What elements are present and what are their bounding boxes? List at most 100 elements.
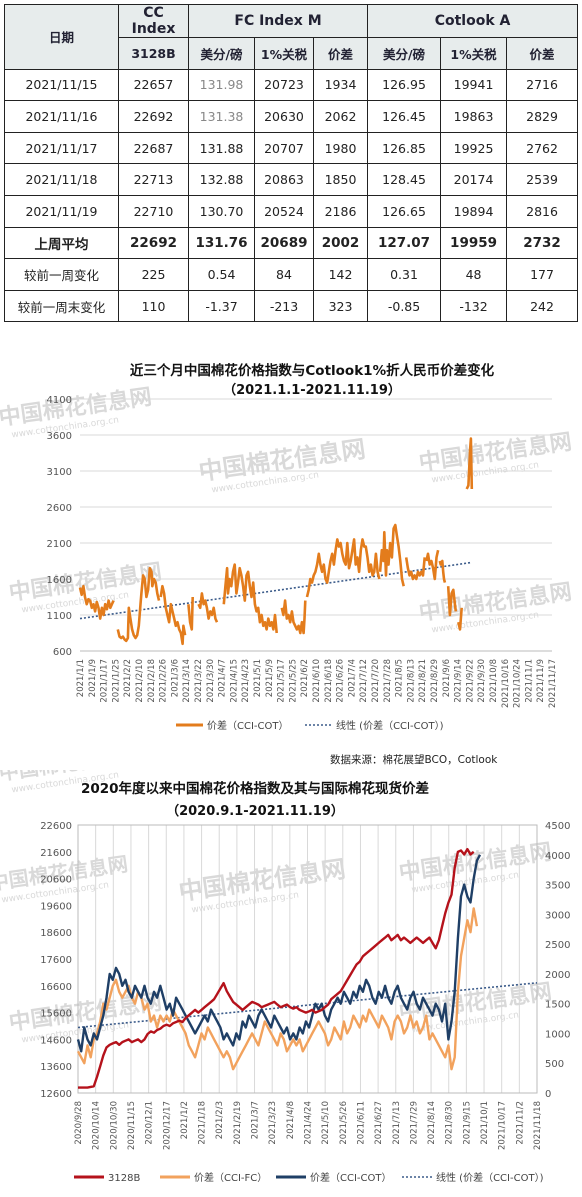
series-line-segment: [378, 523, 405, 587]
x-tick-label: 2021/6/26: [336, 659, 346, 703]
y-tick-label-right: 2000: [545, 970, 570, 981]
cell-date: 2021/11/17: [4, 131, 119, 165]
y-tick-label: 1600: [47, 575, 72, 586]
series-line-segment: [78, 584, 115, 620]
chart-1-x-axis: 2021/1/1 2021/1/9 2021/1/17 2021/1/25 2021/2…: [76, 659, 558, 708]
series-line-segment: [438, 559, 447, 583]
series-line-segment: [187, 596, 194, 631]
cell-fc-diff: 2002: [312, 226, 369, 260]
cell-cot-diff: 177: [506, 258, 579, 291]
chart-1-container: 中国棉花信息网 www.cottonchina.org.cn 中国棉花信息网 www.…: [0, 330, 582, 742]
cell-fc-tax: 20630: [254, 100, 314, 133]
x-tick-label: 2021/11/17: [548, 659, 558, 708]
x-tick-label: 2020/10/30: [109, 1101, 119, 1150]
x-tick-label: 2021/2/26: [159, 659, 169, 703]
cell-fc-usd: 130.70: [188, 194, 255, 228]
table-row-weekly-change: 较前一周变化 225 0.54 84 142 0.31 48 177: [4, 258, 579, 291]
x-tick-label: 2021/2/10: [135, 659, 145, 703]
subheader-fc-diff: 价差: [312, 37, 369, 70]
chart-2-x-axis: 2020/9/28 2020/10/14 2020/10/30 2020/11/15 2…: [74, 1101, 543, 1150]
x-tick-label: 2021/10/24: [513, 659, 523, 708]
cell-cot-tax: 19925: [440, 131, 508, 165]
y-tick-label-left: 22600: [40, 821, 72, 832]
x-tick-label: 2021/8/13: [406, 659, 416, 703]
cell-cot-usd: 126.65: [367, 194, 442, 228]
x-tick-label: 2020/11/15: [127, 1101, 137, 1150]
x-tick-label: 2021/10/17: [498, 1101, 508, 1150]
x-tick-label: 2021/7/12: [359, 659, 369, 703]
subheader-cot-diff: 价差: [506, 37, 579, 70]
cell-cot-usd: 126.45: [367, 100, 442, 133]
series-line-segment: [446, 586, 458, 617]
y-tick-label-right: 0: [545, 1089, 551, 1100]
cell-fc-usd: 131.98: [188, 68, 255, 102]
x-tick-label: 2021/6/2: [300, 659, 310, 697]
x-tick-label: 2021/4/8: [286, 1101, 296, 1139]
x-tick-label: 2021/5/1: [253, 659, 263, 697]
table-subheader-row: 3128B 美分/磅 1%关税 价差 美分/磅 1%关税 价差: [5, 37, 579, 70]
cell-fc-usd: -1.37: [188, 289, 255, 323]
header-cc-index: CC Index: [118, 4, 189, 38]
cell-label: 较前一周末变化: [4, 289, 119, 323]
cell-fc-usd: 131.38: [188, 100, 255, 133]
x-tick-label: 2021/8/14: [427, 1101, 437, 1145]
chart-1-subtitle: （2021.1.1-2021.11.19）: [223, 382, 401, 398]
y-tick-label: 3100: [47, 467, 72, 478]
x-tick-label: 2021/3/30: [206, 659, 216, 703]
y-tick-label-left: 18600: [40, 928, 72, 939]
cell-fc-diff: 323: [312, 289, 369, 323]
cell-cot-diff: 2762: [506, 131, 579, 165]
x-tick-label: 2020/9/28: [74, 1101, 84, 1145]
x-tick-label: 2021/7/4: [347, 659, 357, 697]
x-tick-label: 2021/6/10: [312, 659, 322, 703]
cell-cc: 22692: [118, 226, 189, 260]
y-tick-label-left: 20600: [40, 875, 72, 886]
cell-fc-usd: 132.88: [188, 163, 255, 196]
price-table-wrap: 日期 CC Index FC Index M Cotlook A 3128B 美…: [4, 4, 579, 323]
x-tick-label: 2021/5/10: [321, 1101, 331, 1145]
table-row-weekend-change: 较前一周末变化 110 -1.37 -213 323 -0.85 -132 24…: [4, 289, 579, 323]
cell-fc-tax: 20524: [254, 194, 314, 228]
cell-cot-diff: 2829: [506, 100, 579, 133]
series-line: [76, 854, 482, 1053]
x-tick-label: 2021/7/13: [392, 1101, 402, 1145]
x-tick-label: 2021/4/24: [304, 1101, 314, 1145]
x-tick-label: 2021/4/7: [218, 659, 228, 697]
y-tick-label-right: 500: [545, 1059, 564, 1070]
x-tick-label: 2020/10/14: [92, 1101, 102, 1150]
cell-cc: 22692: [118, 100, 189, 133]
x-tick-label: 2021/4/15: [229, 659, 239, 703]
y-tick-label-right: 3500: [545, 881, 570, 892]
cell-fc-tax: 20707: [254, 131, 314, 165]
x-tick-label: 2021/5/25: [288, 659, 298, 703]
cell-cot-usd: 126.95: [367, 68, 442, 102]
cell-cc: 225: [118, 258, 189, 291]
x-tick-label: 2021/8/5: [395, 659, 405, 697]
y-tick-label-left: 21600: [40, 848, 72, 859]
cell-cot-tax: 20174: [440, 163, 508, 196]
x-tick-label: 2021/1/17: [100, 659, 110, 703]
chart-2-y-axis-right: 0 500 1000 1500 2000 2500 3000 3500 4000 4500: [545, 821, 570, 1100]
x-tick-label: 2021/2/19: [233, 1101, 243, 1145]
x-tick-label: 2021/3/14: [182, 659, 192, 703]
x-tick-label: 2021/2/3: [215, 1101, 225, 1139]
x-tick-label: 2021/7/28: [383, 659, 393, 703]
legend-label-cci-fc: 价差（CCI-FC）: [194, 1171, 267, 1184]
x-tick-label: 2021/8/30: [445, 1101, 455, 1145]
chart-2-container: 中国棉花信息网www.cottonchina.org.cn中国棉花信息网www.…: [0, 770, 582, 1194]
series-line-segment: [222, 563, 278, 634]
cell-cot-tax: 48: [440, 258, 508, 291]
series-line: [76, 907, 479, 1071]
price-table: 日期 CC Index FC Index M Cotlook A 3128B 美…: [4, 4, 579, 323]
chart-2-y-axis-left: 12600 13600 14600 15600 16600 17600 18600 19600…: [40, 821, 72, 1100]
cell-cot-tax: 19863: [440, 100, 508, 133]
x-tick-label: 2021/9/14: [454, 659, 464, 703]
series-line-segment: [425, 549, 440, 581]
series-line-segment: [197, 592, 219, 623]
y-tick-label: 1100: [47, 611, 72, 622]
x-tick-label: 2021/2/2: [123, 659, 133, 697]
series-line-segment: [116, 566, 161, 643]
chart-2-subtitle: （2020.9.1-2021.11.19）: [166, 803, 344, 819]
series-line-segment: [457, 607, 463, 631]
y-tick-label-left: 13600: [40, 1062, 72, 1073]
